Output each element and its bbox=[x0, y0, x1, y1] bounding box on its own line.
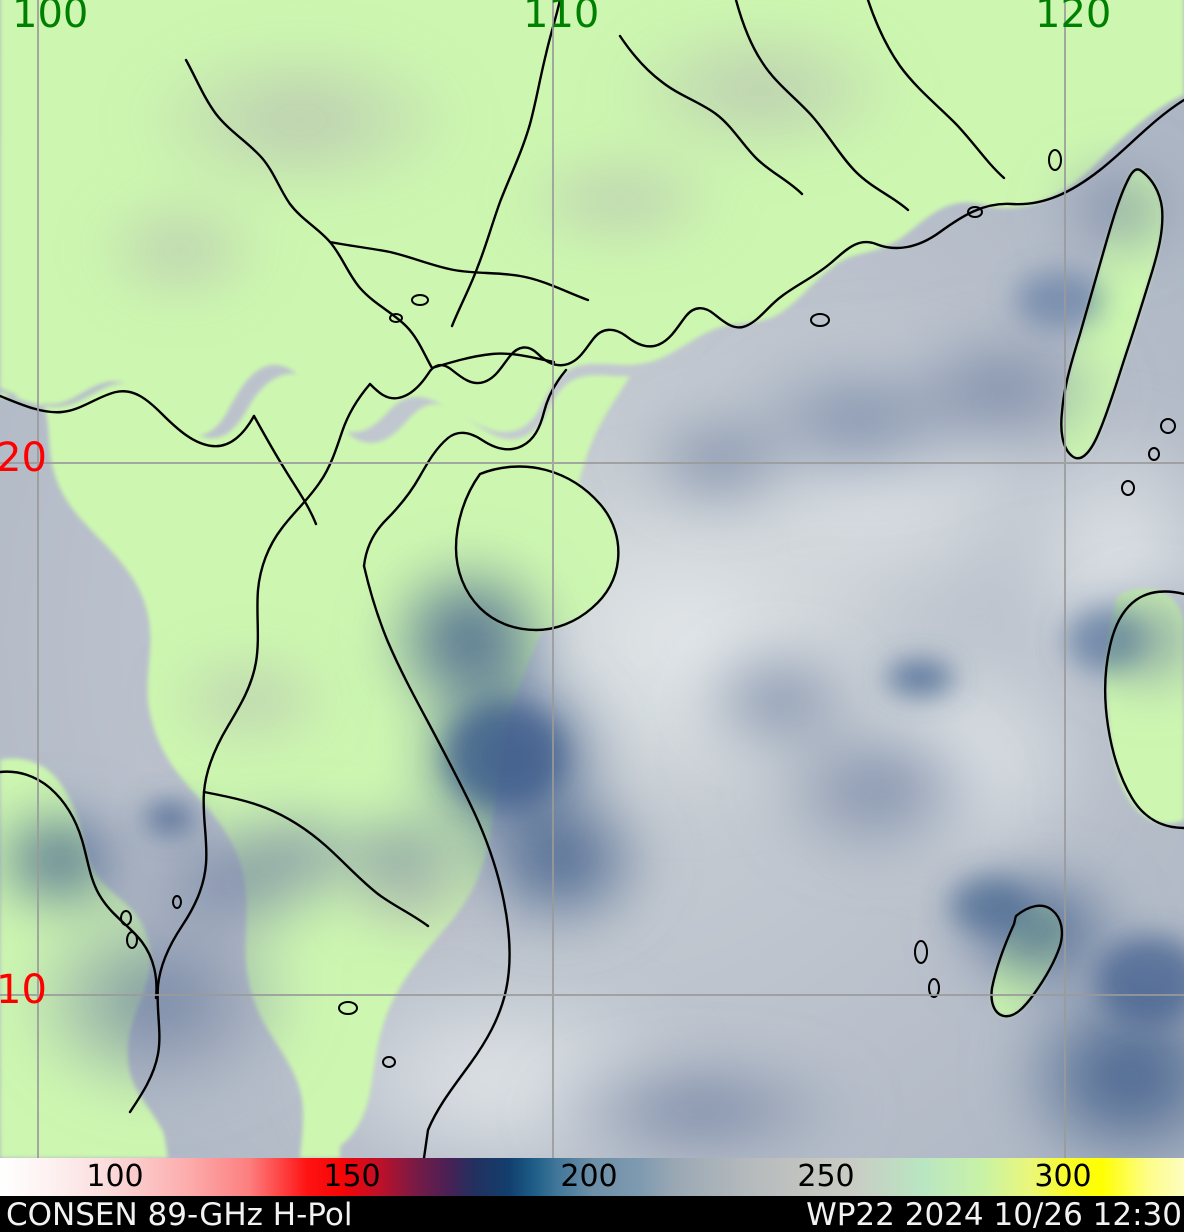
map-canvas bbox=[0, 0, 1184, 1158]
southwest-coastline bbox=[0, 770, 158, 1000]
indochina-western-border bbox=[128, 382, 372, 1114]
laos-vietnam-border bbox=[252, 414, 318, 526]
china-provincial-border-6 bbox=[328, 240, 590, 302]
colorbar-tick-150: 150 bbox=[323, 1159, 381, 1194]
cold-cloud-core bbox=[886, 660, 954, 696]
gulf-of-tonkin-coastline bbox=[362, 368, 568, 568]
china-provincial-border-4 bbox=[734, 0, 910, 212]
china-provincial-border-3 bbox=[618, 34, 804, 196]
gulf-of-thailand-coastline bbox=[202, 790, 430, 928]
colorbar-tick-200: 200 bbox=[560, 1159, 618, 1194]
graticule-lines bbox=[0, 0, 1184, 1158]
cold-cloud-core bbox=[445, 703, 565, 807]
palawan-island-outline bbox=[990, 904, 1064, 1018]
taiwan-island-outline bbox=[1060, 168, 1164, 460]
cold-cloud-blob bbox=[880, 320, 1120, 460]
cold-cloud-core bbox=[1065, 608, 1145, 672]
cold-cloud-blob bbox=[110, 810, 350, 950]
luzon-island-outline bbox=[1104, 590, 1184, 830]
brightness-temperature-colorbar[interactable]: 100 150 200 250 300 bbox=[0, 1158, 1184, 1198]
vietnam-east-coast bbox=[362, 564, 511, 1158]
colorbar-tick-100: 100 bbox=[86, 1159, 144, 1194]
china-provincial-border-5 bbox=[866, 0, 1006, 180]
china-provincial-border-7 bbox=[430, 352, 556, 370]
china-coastline bbox=[368, 98, 1184, 400]
colorbar-tick-labels: 100 150 200 250 300 bbox=[0, 1158, 1184, 1196]
footer-bar: CONSEN 89-GHz H-Pol WP22 2024 10/26 12:3… bbox=[0, 1198, 1184, 1232]
product-sensor-label: CONSEN 89-GHz H-Pol bbox=[6, 1197, 353, 1232]
land-haze-layer bbox=[90, 20, 910, 945]
cold-cloud-blob bbox=[460, 780, 660, 940]
cold-cloud-core bbox=[1015, 270, 1105, 330]
colorbar-gradient bbox=[0, 1158, 1184, 1196]
offshore-islets bbox=[120, 149, 1176, 1068]
storm-timestamp-label: WP22 2024 10/26 12:30 bbox=[806, 1197, 1182, 1232]
cold-cloud-blob bbox=[0, 800, 140, 920]
cold-cloud-blob bbox=[690, 640, 870, 760]
colorbar-baseline bbox=[0, 1196, 1184, 1198]
cold-cloud-detail-layer bbox=[144, 270, 1184, 1025]
hainan-island-outline bbox=[454, 465, 620, 632]
china-provincial-border-1 bbox=[184, 58, 434, 370]
cold-cloud-blob bbox=[530, 1050, 870, 1158]
satellite-map-panel[interactable]: 100 110 120 20 10 bbox=[0, 0, 1184, 1158]
coastline-layer bbox=[0, 0, 1184, 1158]
thailand-northwest-border bbox=[0, 390, 256, 448]
cold-cloud-blob bbox=[630, 405, 810, 515]
cold-cloud-core bbox=[144, 802, 196, 834]
cold-cloud-core bbox=[950, 877, 1030, 933]
colorbar-tick-250: 250 bbox=[797, 1159, 855, 1194]
colorbar-tick-300: 300 bbox=[1034, 1159, 1092, 1194]
cold-cloud-core bbox=[1095, 935, 1184, 1025]
